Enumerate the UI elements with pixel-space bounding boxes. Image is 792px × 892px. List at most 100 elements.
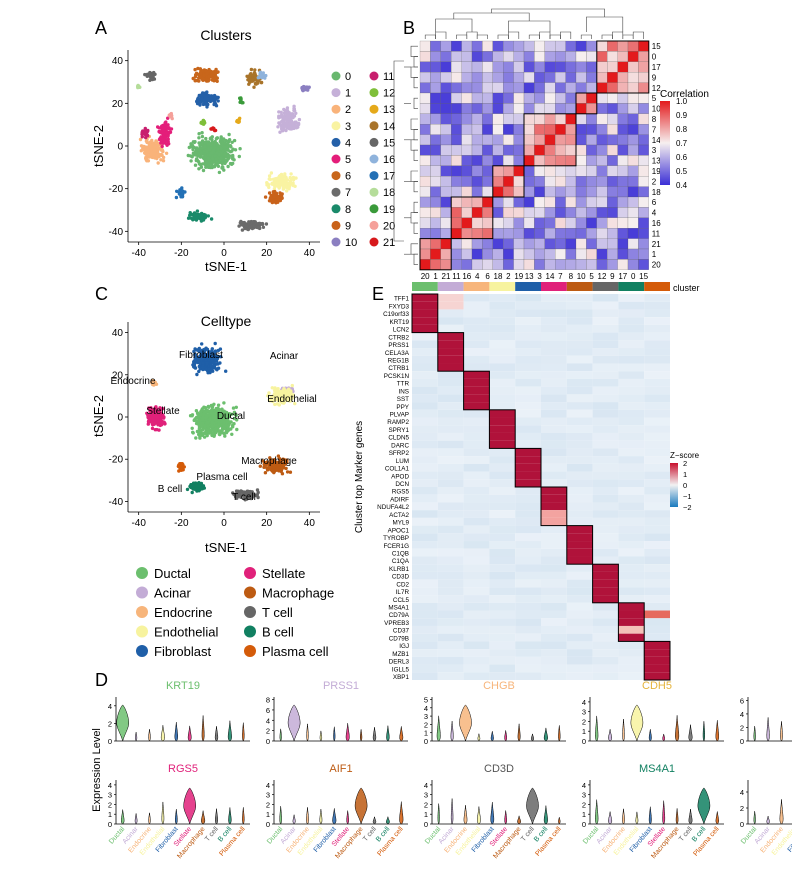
- corr-cell: [607, 144, 618, 156]
- zscore-cell: [566, 664, 593, 673]
- cell-point: [280, 114, 284, 119]
- cell-point: [203, 214, 208, 219]
- C-x-tick-label: -20: [174, 518, 189, 529]
- legend-label-21: 21: [383, 237, 395, 249]
- zscore-cell: [412, 371, 438, 379]
- zscore-cell: [412, 656, 438, 665]
- corr-cell: [503, 165, 514, 177]
- cell-point: [214, 406, 218, 411]
- legend-label: Ductal: [154, 566, 191, 581]
- violin-shape: [201, 715, 205, 742]
- zscore-cell: [412, 641, 438, 650]
- cell-point: [199, 150, 203, 155]
- zscore-cell: [437, 309, 464, 318]
- corr-cell: [544, 92, 556, 104]
- cell-point: [218, 416, 222, 420]
- corr-cell: [534, 40, 545, 52]
- cell-point: [198, 100, 202, 105]
- cell-point: [291, 126, 296, 130]
- violin-shape: [386, 725, 390, 742]
- cell-point: [195, 420, 199, 424]
- corr-cell: [503, 134, 514, 146]
- corr-cell: [513, 51, 525, 62]
- zscore-cell: [541, 440, 567, 449]
- zscore-cell: [463, 649, 490, 657]
- corr-cell: [503, 228, 514, 239]
- corr-cell: [565, 228, 577, 239]
- corr-col-label: 21: [442, 272, 451, 281]
- zscore-cell: [644, 541, 670, 549]
- cluster-6: [191, 66, 220, 84]
- corr-cell: [596, 144, 608, 156]
- zscore-cell: [618, 649, 645, 657]
- zscore-cell: [437, 440, 464, 449]
- zscore-cell: [515, 355, 541, 364]
- zscore-cell: [644, 533, 670, 542]
- cluster-20: [167, 111, 174, 121]
- zscore-cell: [618, 471, 645, 480]
- corr-cell: [523, 124, 535, 135]
- violin-y-tick-label: 0: [108, 820, 112, 829]
- zscore-cell: [644, 355, 670, 364]
- zscore-cell: [437, 378, 464, 387]
- C-x-tick-label: 40: [304, 518, 316, 529]
- zscore-cell: [644, 425, 670, 433]
- zscore-cell: [412, 394, 438, 403]
- cell-point: [200, 140, 204, 145]
- gene-label: CTRB1: [388, 365, 409, 372]
- zscore-cell: [644, 579, 670, 588]
- violin-shape: [622, 719, 625, 742]
- corr-cell: [440, 155, 452, 166]
- legend-label-14: 14: [383, 121, 395, 133]
- cell-point: [149, 147, 153, 151]
- corr-cell: [451, 82, 462, 94]
- zscore-cell: [618, 324, 645, 333]
- cell-point: [157, 126, 161, 130]
- corr-cell: [555, 113, 566, 125]
- violin-shape: [558, 817, 561, 825]
- zscore-cell: [644, 386, 670, 395]
- corr-block-outline: [575, 92, 598, 115]
- cell-point: [247, 220, 251, 224]
- cell-point: [211, 416, 215, 420]
- cluster-color-bar: [592, 282, 619, 291]
- zscore-cell: [515, 317, 541, 325]
- violin-y-tick-label: 1: [266, 810, 270, 819]
- corr-cell: [586, 40, 597, 52]
- corr-cell: [482, 248, 493, 260]
- cell-point: [212, 142, 216, 146]
- zscore-cell: [592, 533, 619, 542]
- cell-point: [249, 72, 253, 76]
- zscore-cell: [618, 525, 645, 534]
- dendrogram-branch: [413, 129, 418, 141]
- corr-cell: [419, 51, 431, 62]
- zscore-cell: [644, 378, 670, 387]
- C-x-tick-label: -40: [131, 518, 146, 529]
- zscore-cell: [644, 309, 670, 318]
- cell-point: [288, 183, 292, 187]
- corr-cell: [575, 51, 587, 62]
- corr-col-label: 7: [558, 272, 563, 281]
- violin-shape: [148, 729, 151, 742]
- zscore-cell: [566, 649, 593, 657]
- zscore-cell: [566, 417, 593, 426]
- zscore-cell: [463, 487, 490, 495]
- corr-cell: [596, 113, 608, 125]
- cell-point: [150, 378, 154, 383]
- cell-point: [158, 423, 162, 428]
- corr-cell: [596, 207, 608, 218]
- corr-cell: [565, 124, 577, 135]
- zscore-cell: [515, 301, 541, 310]
- panel-letter-d: D: [95, 670, 108, 690]
- zscore-cell: [541, 548, 567, 557]
- corr-cell: [419, 155, 431, 166]
- corr-cell: [523, 51, 535, 62]
- cell-point: [277, 198, 281, 202]
- corr-cell: [523, 72, 535, 83]
- corr-cell: [638, 217, 649, 229]
- legend-label-4: 4: [345, 137, 351, 149]
- zscore-cell: [437, 294, 464, 302]
- zscore-cell: [618, 371, 645, 379]
- corr-cell: [575, 196, 587, 208]
- zscore-cell: [592, 556, 619, 565]
